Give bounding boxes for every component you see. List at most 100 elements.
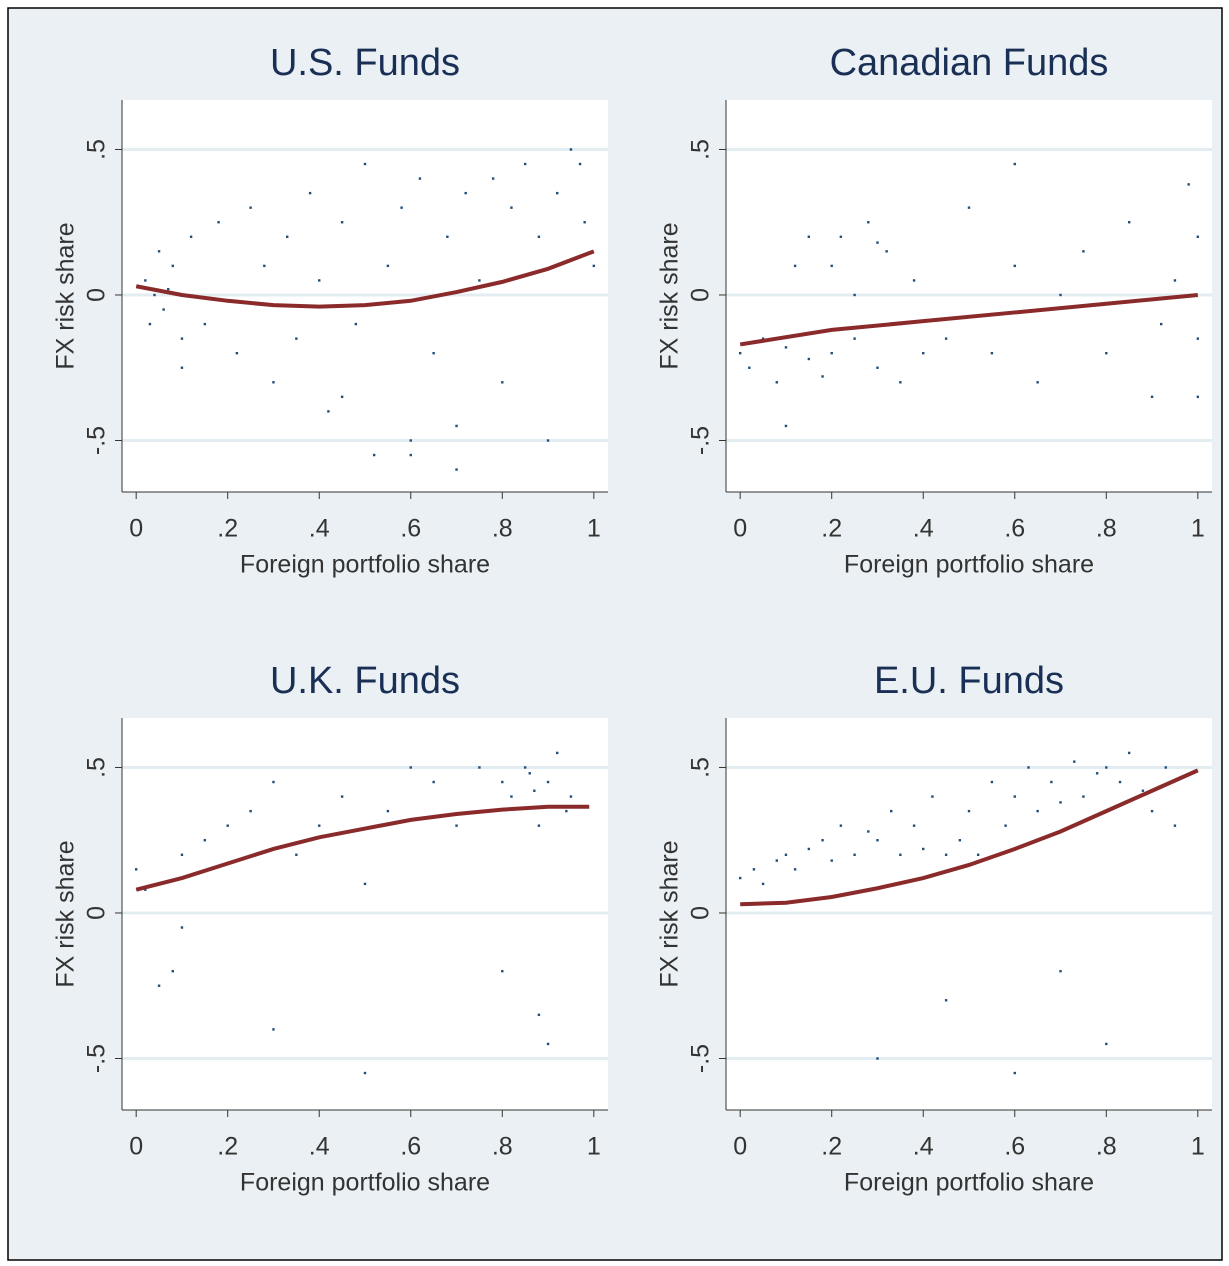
data-point xyxy=(876,1057,879,1060)
data-point xyxy=(976,853,980,856)
data-point xyxy=(990,351,994,355)
data-point xyxy=(922,847,925,851)
data-point xyxy=(784,853,788,856)
data-point xyxy=(464,191,467,195)
x-tick-label: 1 xyxy=(1191,1133,1205,1161)
x-tick-label: .6 xyxy=(400,515,421,543)
data-point xyxy=(931,795,934,798)
data-point xyxy=(761,337,765,340)
data-point xyxy=(1059,293,1062,297)
x-axis-label: Foreign portfolio share xyxy=(844,1169,1094,1197)
x-tick-label: .4 xyxy=(309,515,330,543)
data-point xyxy=(967,809,971,813)
data-point xyxy=(853,337,856,340)
data-point xyxy=(1004,824,1007,827)
data-point xyxy=(738,351,742,355)
data-point xyxy=(189,235,193,238)
data-point xyxy=(565,809,568,813)
data-point xyxy=(583,221,586,224)
data-point xyxy=(793,868,797,871)
data-point xyxy=(1013,795,1016,798)
data-point xyxy=(793,264,797,268)
data-point xyxy=(432,351,435,355)
data-point xyxy=(546,439,550,442)
chart-title: E.U. Funds xyxy=(874,660,1064,702)
data-point xyxy=(340,221,344,224)
data-point xyxy=(153,293,156,297)
data-point xyxy=(171,969,174,973)
y-tick-label: -.5 xyxy=(687,426,715,455)
x-tick-label: .6 xyxy=(1004,1133,1025,1161)
data-point xyxy=(340,395,344,399)
data-point xyxy=(340,795,344,798)
data-point xyxy=(148,322,152,326)
x-tick-label: .2 xyxy=(217,1133,238,1161)
data-point xyxy=(899,853,902,856)
data-point xyxy=(967,206,971,209)
data-point xyxy=(1196,235,1200,238)
chart-title: U.S. Funds xyxy=(270,42,460,84)
data-point xyxy=(400,206,403,209)
data-point xyxy=(171,264,174,268)
y-tick-label: .5 xyxy=(83,139,111,160)
data-point xyxy=(556,191,559,195)
data-point xyxy=(1160,322,1163,326)
data-point xyxy=(432,780,435,784)
data-point xyxy=(523,162,527,166)
data-point xyxy=(990,780,994,784)
y-axis-label: FX risk share xyxy=(52,222,80,369)
data-point xyxy=(363,882,367,886)
data-point xyxy=(180,853,184,856)
x-tick-label: 0 xyxy=(129,515,143,543)
x-tick-label: .2 xyxy=(821,1133,842,1161)
x-tick-label: .8 xyxy=(492,515,513,543)
data-point xyxy=(1073,760,1076,763)
data-point xyxy=(418,177,422,180)
x-tick-label: .8 xyxy=(492,1133,513,1161)
data-point xyxy=(761,882,765,886)
data-point xyxy=(784,424,788,428)
data-point xyxy=(409,439,412,442)
data-point xyxy=(295,337,298,340)
data-point xyxy=(830,859,833,862)
data-point xyxy=(501,969,504,973)
data-point xyxy=(249,809,252,813)
data-point xyxy=(546,1042,550,1046)
data-point xyxy=(510,795,513,798)
data-point xyxy=(890,809,893,813)
data-point xyxy=(839,824,843,827)
data-point xyxy=(235,351,239,355)
data-point xyxy=(249,206,252,209)
data-point xyxy=(510,206,513,209)
data-point xyxy=(1013,1071,1016,1075)
data-point xyxy=(318,279,321,282)
x-axis-label: Foreign portfolio share xyxy=(240,551,490,579)
data-point xyxy=(922,351,925,355)
data-point xyxy=(546,780,550,784)
data-point xyxy=(876,241,879,244)
data-point xyxy=(1013,264,1016,268)
data-point xyxy=(1173,824,1177,827)
fit-line xyxy=(135,249,595,309)
data-point xyxy=(1164,766,1167,769)
data-point xyxy=(295,853,298,856)
data-point xyxy=(807,847,811,851)
data-point xyxy=(203,839,207,842)
y-tick-label: -.5 xyxy=(83,426,111,455)
data-point xyxy=(162,308,165,311)
data-point xyxy=(180,926,184,929)
data-point xyxy=(1013,162,1016,166)
data-point xyxy=(1027,766,1030,769)
data-point xyxy=(286,235,289,238)
data-point xyxy=(478,279,481,282)
y-tick-label: .5 xyxy=(687,139,715,160)
x-tick-label: .4 xyxy=(913,1133,934,1161)
data-point xyxy=(533,789,536,792)
data-point xyxy=(569,148,573,151)
x-tick-label: 1 xyxy=(1191,515,1205,543)
data-point xyxy=(876,366,879,369)
data-point xyxy=(272,1028,275,1031)
data-point xyxy=(876,839,879,842)
x-axis-label: Foreign portfolio share xyxy=(240,1169,490,1197)
data-point xyxy=(1127,751,1131,755)
